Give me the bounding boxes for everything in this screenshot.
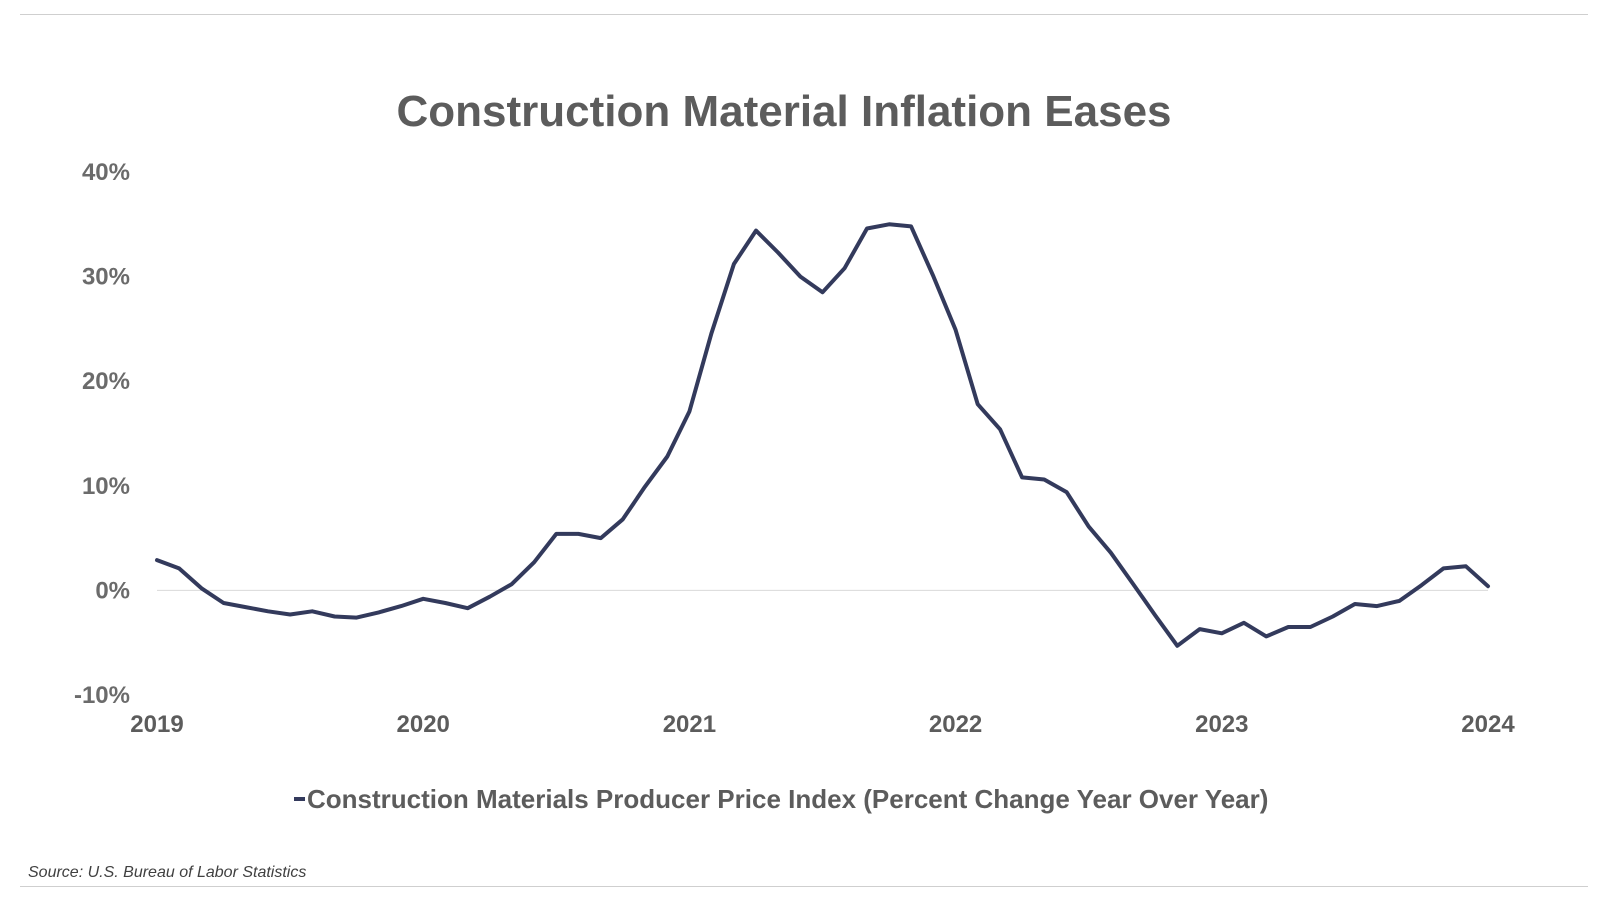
- data-point: [932, 275, 936, 279]
- data-point: [821, 290, 825, 294]
- data-point: [1242, 621, 1246, 625]
- data-point: [776, 251, 780, 255]
- y-tick-label: -10%: [74, 682, 130, 709]
- y-tick-label: 40%: [82, 159, 130, 186]
- y-axis: 40% 30% 20% 10% 0% -10%: [74, 159, 130, 709]
- data-point: [710, 331, 714, 335]
- x-tick-label: 2019: [130, 711, 183, 738]
- legend-label: Construction Materials Producer Price In…: [307, 784, 1268, 814]
- data-point: [1486, 584, 1490, 588]
- data-point: [488, 595, 492, 599]
- data-point: [1153, 614, 1157, 618]
- data-point: [1420, 583, 1424, 587]
- data-point: [355, 616, 359, 620]
- data-point: [1175, 644, 1179, 648]
- data-point: [200, 586, 204, 590]
- data-point: [532, 560, 536, 564]
- data-point: [554, 532, 558, 536]
- data-point: [1042, 478, 1046, 482]
- x-tick-label: 2023: [1195, 711, 1248, 738]
- data-point: [288, 613, 292, 617]
- data-point: [244, 605, 248, 609]
- data-point: [399, 604, 403, 608]
- data-point: [798, 275, 802, 279]
- data-point: [266, 609, 270, 613]
- data-point: [1131, 582, 1135, 586]
- data-point: [909, 224, 913, 228]
- x-tick-label: 2021: [663, 711, 716, 738]
- data-point: [1286, 625, 1290, 629]
- data-point: [1109, 551, 1113, 555]
- y-tick-label: 10%: [82, 473, 130, 500]
- data-point: [1397, 599, 1401, 603]
- series-group: [155, 222, 1490, 648]
- data-point: [1353, 602, 1357, 606]
- x-tick-label: 2022: [929, 711, 982, 738]
- data-point: [421, 597, 425, 601]
- data-point: [665, 455, 669, 459]
- data-point: [887, 222, 891, 226]
- data-point: [843, 266, 847, 270]
- legend: Construction Materials Producer Price In…: [294, 784, 1268, 814]
- data-point: [1020, 475, 1024, 479]
- data-point: [976, 402, 980, 406]
- data-point: [333, 615, 337, 619]
- data-point: [443, 601, 447, 605]
- x-tick-label: 2024: [1461, 711, 1515, 738]
- data-point: [177, 566, 181, 570]
- x-axis: 2019 2020 2021 2022 2023 2024: [130, 711, 1515, 738]
- data-point: [865, 227, 869, 231]
- x-tick-label: 2020: [397, 711, 450, 738]
- data-point: [1308, 625, 1312, 629]
- data-point: [466, 606, 470, 610]
- chart-title: Construction Material Inflation Eases: [396, 87, 1171, 136]
- y-tick-label: 0%: [95, 577, 130, 604]
- data-point: [310, 609, 314, 613]
- series-line: [155, 222, 1490, 648]
- data-point: [1375, 604, 1379, 608]
- data-point: [1442, 566, 1446, 570]
- data-point: [1198, 627, 1202, 631]
- y-tick-label: 20%: [82, 368, 130, 395]
- data-point: [1220, 631, 1224, 635]
- data-point: [1087, 525, 1091, 529]
- data-point: [643, 485, 647, 489]
- source-note: Source: U.S. Bureau of Labor Statistics: [28, 864, 307, 881]
- top-divider: [20, 14, 1588, 15]
- data-point: [1065, 490, 1069, 494]
- data-point: [732, 262, 736, 266]
- data-point: [1264, 634, 1268, 638]
- data-point: [599, 536, 603, 540]
- data-point: [687, 410, 691, 414]
- y-tick-label: 30%: [82, 264, 130, 291]
- data-point: [510, 582, 514, 586]
- data-point: [155, 558, 159, 562]
- data-point: [998, 427, 1002, 431]
- data-point: [754, 229, 758, 233]
- data-point: [576, 532, 580, 536]
- data-point: [954, 328, 958, 332]
- data-point: [1464, 564, 1468, 568]
- data-point: [222, 601, 226, 605]
- data-point: [621, 517, 625, 521]
- bottom-divider: [20, 886, 1588, 887]
- data-point: [377, 610, 381, 614]
- data-point: [1331, 615, 1335, 619]
